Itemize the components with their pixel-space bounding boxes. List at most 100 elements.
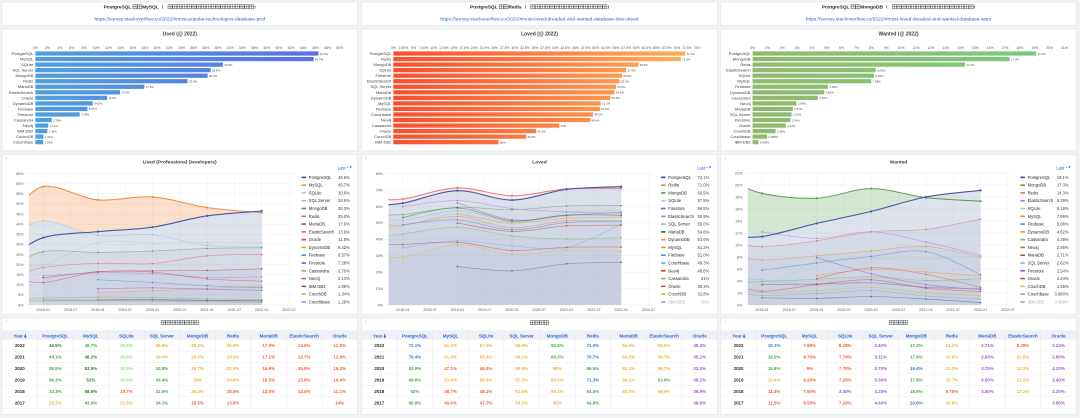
svg-text:67.5%: 67.5% xyxy=(662,46,672,50)
svg-text:12.2%: 12.2% xyxy=(946,366,959,371)
svg-text:11.8%: 11.8% xyxy=(108,96,116,100)
svg-text:9.76%: 9.76% xyxy=(803,354,816,359)
svg-text:60.5%: 60.5% xyxy=(551,343,564,348)
svg-text:Oracle: Oracle xyxy=(22,95,35,100)
svg-text:49.4%: 49.4% xyxy=(480,366,493,371)
svg-text:55.9%: 55.9% xyxy=(698,214,710,219)
svg-text:2.13%: 2.13% xyxy=(338,276,350,281)
svg-text:0%: 0% xyxy=(18,303,24,307)
svg-text:2021-07: 2021-07 xyxy=(228,308,242,312)
svg-text:57.5%: 57.5% xyxy=(621,46,631,50)
svg-text:PostgreSQL: PostgreSQL xyxy=(12,51,35,56)
svg-text:28.0%: 28.0% xyxy=(191,354,204,359)
svg-text:35.2%: 35.2% xyxy=(693,354,706,359)
svg-text:28.3%: 28.3% xyxy=(338,206,350,211)
svg-text:1.55%: 1.55% xyxy=(1057,284,1069,289)
svg-text:6%: 6% xyxy=(839,46,844,50)
svg-text:71.0%: 71.0% xyxy=(682,57,691,61)
svg-text:12%: 12% xyxy=(105,46,112,50)
svg-text:13.6%: 13.6% xyxy=(227,400,240,405)
svg-text:32%: 32% xyxy=(227,46,234,50)
svg-text:Redis: Redis xyxy=(508,5,521,11)
svg-text:MySQL: MySQL xyxy=(737,79,751,84)
svg-text:PostgreSQL: PostgreSQL xyxy=(402,333,428,338)
svg-text:PostgreSQL: PostgreSQL xyxy=(729,51,752,56)
svg-text:SQL Server: SQL Server xyxy=(509,333,534,338)
svg-text:4%: 4% xyxy=(737,279,743,283)
svg-text:6%: 6% xyxy=(737,267,743,271)
svg-text:2.70%: 2.70% xyxy=(53,118,62,122)
svg-text:MongoDB: MongoDB xyxy=(733,57,751,62)
svg-text:MongoDB: MongoDB xyxy=(309,206,328,211)
svg-text:24.3%: 24.3% xyxy=(227,354,240,359)
svg-text:28.8%: 28.8% xyxy=(156,343,169,348)
svg-text:Oracle: Oracle xyxy=(380,129,393,134)
svg-text:10%: 10% xyxy=(16,283,24,287)
svg-text:2%: 2% xyxy=(737,291,743,295)
svg-text:46.5%: 46.5% xyxy=(338,175,350,180)
svg-text:22%: 22% xyxy=(735,171,743,175)
svg-text:12%: 12% xyxy=(927,46,934,50)
svg-text:71.0%: 71.0% xyxy=(587,343,600,348)
svg-text:PostgreSQL: PostgreSQL xyxy=(470,5,498,11)
svg-text:4.82%: 4.82% xyxy=(1057,229,1069,234)
svg-text:10.6%: 10.6% xyxy=(946,400,959,405)
svg-text:56.7%: 56.7% xyxy=(658,354,671,359)
svg-text:MySQL: MySQL xyxy=(142,5,159,11)
svg-text:DynamoDB: DynamoDB xyxy=(668,237,690,242)
svg-text:2020: 2020 xyxy=(374,366,384,371)
svg-text:MongoDB: MongoDB xyxy=(187,333,209,338)
svg-text:64.8%: 64.8% xyxy=(587,400,600,405)
svg-text:8.20%: 8.20% xyxy=(803,377,816,382)
svg-text:4.39%: 4.39% xyxy=(1057,237,1069,242)
svg-text:30.6%: 30.6% xyxy=(120,366,133,371)
svg-text:2019: 2019 xyxy=(374,377,384,382)
svg-text:0.400%: 0.400% xyxy=(1055,299,1069,304)
svg-text:Couchbase: Couchbase xyxy=(668,260,690,265)
svg-text:Year: Year xyxy=(14,333,24,338)
svg-text:26%: 26% xyxy=(701,299,710,304)
svg-text:MariaDB: MariaDB xyxy=(376,90,392,95)
svg-text:36.3%: 36.3% xyxy=(49,377,62,382)
svg-text:2.50%: 2.50% xyxy=(398,46,408,50)
svg-text:15%: 15% xyxy=(972,46,979,50)
svg-text:25.0%: 25.0% xyxy=(227,343,240,348)
svg-text:2017: 2017 xyxy=(374,400,384,405)
svg-text:4.82%: 4.82% xyxy=(825,91,834,95)
svg-text:30%: 30% xyxy=(214,46,221,50)
svg-text:22.5%: 22.5% xyxy=(479,46,489,50)
svg-text:55.9%: 55.9% xyxy=(621,80,630,84)
svg-text:36%: 36% xyxy=(251,46,258,50)
svg-text:17.9%: 17.9% xyxy=(910,354,923,359)
svg-text:8.18%: 8.18% xyxy=(875,74,884,78)
svg-text:49.6%: 49.6% xyxy=(444,400,457,405)
svg-text:17.8%: 17.8% xyxy=(910,377,923,382)
svg-text:28.8%: 28.8% xyxy=(338,198,350,203)
svg-text:53.6%: 53.6% xyxy=(612,96,621,100)
svg-text:ElasticSearch: ElasticSearch xyxy=(1028,198,1054,203)
svg-text:SQL Server: SQL Server xyxy=(371,84,392,89)
svg-text:62%: 62% xyxy=(410,389,419,394)
svg-text:28%: 28% xyxy=(202,46,209,50)
svg-text:DynamoDB: DynamoDB xyxy=(13,101,34,106)
svg-text:18%: 18% xyxy=(735,195,743,199)
svg-text:10.7%: 10.7% xyxy=(946,377,959,382)
svg-text:Redis: Redis xyxy=(740,62,750,67)
svg-text:9.70%: 9.70% xyxy=(946,389,959,394)
svg-text:8.57%: 8.57% xyxy=(89,107,98,111)
svg-text:53.5%: 53.5% xyxy=(85,366,98,371)
svg-text:2.71%: 2.71% xyxy=(1057,253,1069,258)
svg-text:4.20%: 4.20% xyxy=(874,389,887,394)
svg-text:2019: 2019 xyxy=(734,377,744,382)
svg-text:54.8%: 54.8% xyxy=(622,354,635,359)
svg-text:57.5%: 57.5% xyxy=(627,68,636,72)
svg-text:18.5%: 18.5% xyxy=(191,400,204,405)
svg-text:2021-07: 2021-07 xyxy=(946,308,960,312)
svg-text:30%: 30% xyxy=(511,46,518,50)
svg-text:18%: 18% xyxy=(141,46,148,50)
svg-text:2021: 2021 xyxy=(15,354,25,359)
svg-text:0.980%: 0.980% xyxy=(1055,292,1069,297)
svg-text:21.6%: 21.6% xyxy=(120,400,133,405)
svg-text:Neo4j: Neo4j xyxy=(381,117,392,122)
svg-text:MongoDB: MongoDB xyxy=(374,62,392,67)
